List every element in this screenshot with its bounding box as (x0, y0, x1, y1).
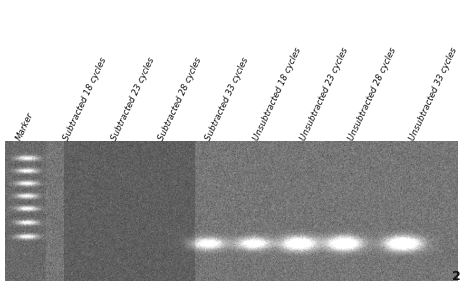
Text: Unsubtracted 18 cycles: Unsubtracted 18 cycles (252, 46, 303, 142)
Text: Subtracted 28 cycles: Subtracted 28 cycles (157, 56, 203, 142)
Text: Marker: Marker (15, 111, 36, 142)
Text: Unsubtracted 28 cycles: Unsubtracted 28 cycles (346, 46, 398, 142)
Text: Subtracted 18 cycles: Subtracted 18 cycles (62, 56, 109, 142)
Text: 2: 2 (452, 270, 461, 283)
Text: Unsubtracted 33 cycles: Unsubtracted 33 cycles (408, 46, 459, 142)
Text: Subtracted 33 cycles: Subtracted 33 cycles (204, 56, 251, 142)
Text: Subtracted 23 cycles: Subtracted 23 cycles (109, 56, 156, 142)
Text: Unsubtracted 23 cycles: Unsubtracted 23 cycles (299, 46, 350, 142)
